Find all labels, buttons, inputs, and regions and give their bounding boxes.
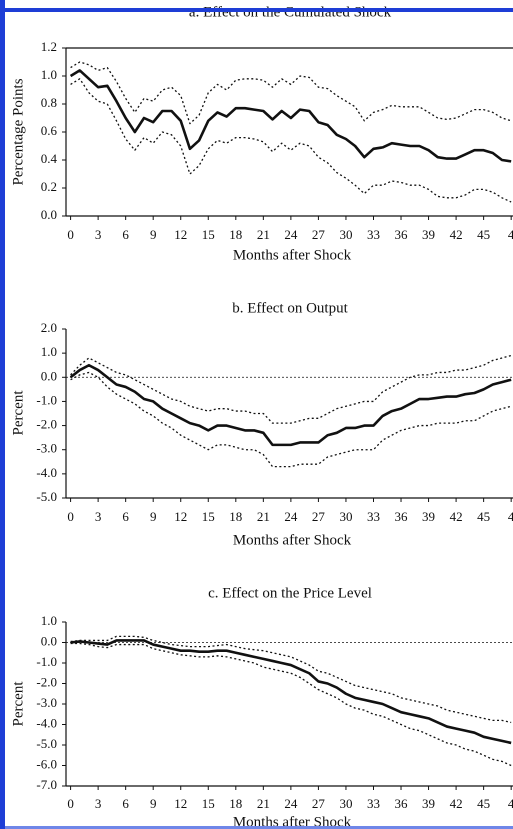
x-tick-label: 36 bbox=[395, 227, 409, 242]
x-tick-label: 4 bbox=[508, 509, 513, 524]
x-tick-label: 4 bbox=[508, 796, 513, 811]
x-tick-label: 9 bbox=[150, 227, 157, 242]
y-tick-label: -4.0 bbox=[36, 465, 57, 480]
y-tick-label: -1.0 bbox=[36, 654, 57, 669]
y-tick-label: 0.0 bbox=[41, 368, 57, 383]
y-tick-label: 1.0 bbox=[41, 344, 57, 359]
y-tick-label: -7.0 bbox=[36, 777, 57, 792]
x-tick-label: 39 bbox=[422, 796, 435, 811]
line-series bbox=[70, 642, 512, 767]
chart-title: c. Effect on the Price Level bbox=[208, 585, 372, 601]
x-tick-label: 6 bbox=[122, 227, 129, 242]
y-tick-label: 0.2 bbox=[41, 179, 57, 194]
left-border bbox=[0, 0, 5, 829]
x-tick-label: 18 bbox=[229, 796, 242, 811]
line-series bbox=[69, 363, 512, 447]
x-axis-label: Months after Shock bbox=[233, 814, 352, 829]
y-tick-label: 2.0 bbox=[41, 320, 57, 335]
chart-title: a. Effect on the Cumulated Shock bbox=[189, 4, 392, 20]
x-tick-label: 24 bbox=[284, 509, 298, 524]
x-tick-label: 12 bbox=[174, 796, 187, 811]
top-border bbox=[5, 8, 513, 12]
x-tick-label: 39 bbox=[422, 509, 435, 524]
x-tick-label: 12 bbox=[174, 227, 187, 242]
y-tick-label: 1.2 bbox=[41, 39, 57, 54]
x-tick-label: 39 bbox=[422, 227, 435, 242]
line-series bbox=[70, 61, 512, 125]
x-tick-label: 21 bbox=[257, 509, 270, 524]
x-tick-label: 9 bbox=[150, 509, 157, 524]
x-tick-label: 24 bbox=[284, 227, 298, 242]
y-tick-label: -2.0 bbox=[36, 674, 57, 689]
y-tick-label: 1.0 bbox=[41, 67, 57, 82]
x-tick-label: 18 bbox=[229, 509, 242, 524]
y-tick-label: -3.0 bbox=[36, 695, 57, 710]
x-axis-label: Months after Shock bbox=[233, 532, 352, 548]
x-tick-label: 45 bbox=[477, 509, 490, 524]
x-tick-label: 15 bbox=[202, 509, 215, 524]
x-tick-label: 45 bbox=[477, 796, 490, 811]
x-tick-label: 45 bbox=[477, 227, 490, 242]
y-tick-label: -1.0 bbox=[36, 392, 57, 407]
x-tick-label: 30 bbox=[339, 796, 352, 811]
y-axis-label: Percent bbox=[10, 390, 26, 436]
x-tick-label: 0 bbox=[67, 227, 74, 242]
x-tick-label: 15 bbox=[202, 227, 215, 242]
x-tick-label: 33 bbox=[367, 227, 380, 242]
x-tick-label: 3 bbox=[95, 509, 102, 524]
x-axis-label: Months after Shock bbox=[233, 247, 352, 263]
line-series bbox=[69, 69, 512, 163]
y-tick-label: 0.8 bbox=[41, 95, 57, 110]
y-tick-label: 0.0 bbox=[41, 207, 57, 222]
y-tick-label: -4.0 bbox=[36, 715, 57, 730]
x-tick-label: 33 bbox=[367, 796, 380, 811]
x-tick-label: 42 bbox=[450, 796, 463, 811]
x-tick-label: 27 bbox=[312, 509, 326, 524]
line-series bbox=[70, 354, 512, 424]
x-tick-label: 42 bbox=[450, 509, 463, 524]
chart-title: b. Effect on Output bbox=[232, 300, 348, 316]
line-series bbox=[70, 639, 512, 745]
x-tick-label: 0 bbox=[67, 509, 74, 524]
y-tick-label: 1.0 bbox=[41, 613, 57, 628]
y-axis-label: Percent bbox=[10, 681, 26, 727]
x-tick-label: 24 bbox=[284, 796, 298, 811]
x-tick-label: 3 bbox=[95, 796, 102, 811]
x-tick-label: 6 bbox=[122, 796, 129, 811]
y-axis-label: Percentage Points bbox=[10, 78, 26, 185]
x-tick-label: 36 bbox=[395, 796, 409, 811]
x-tick-label: 4 bbox=[508, 227, 513, 242]
x-tick-label: 15 bbox=[202, 796, 215, 811]
x-tick-label: 18 bbox=[229, 227, 242, 242]
x-tick-label: 21 bbox=[257, 796, 270, 811]
x-tick-label: 0 bbox=[67, 796, 74, 811]
x-tick-label: 27 bbox=[312, 796, 326, 811]
y-tick-label: 0.4 bbox=[41, 151, 58, 166]
x-tick-label: 42 bbox=[450, 227, 463, 242]
y-tick-label: 0.6 bbox=[41, 123, 58, 138]
y-tick-label: 0.0 bbox=[41, 633, 57, 648]
x-tick-label: 30 bbox=[339, 509, 352, 524]
line-series bbox=[70, 635, 512, 724]
x-tick-label: 21 bbox=[257, 227, 270, 242]
x-tick-label: 9 bbox=[150, 796, 157, 811]
y-tick-label: -5.0 bbox=[36, 489, 57, 504]
x-tick-label: 27 bbox=[312, 227, 326, 242]
x-tick-label: 30 bbox=[339, 227, 352, 242]
y-tick-label: -3.0 bbox=[36, 441, 57, 456]
x-tick-label: 3 bbox=[95, 227, 102, 242]
x-tick-label: 12 bbox=[174, 509, 187, 524]
x-tick-label: 33 bbox=[367, 509, 380, 524]
bottom-border bbox=[5, 826, 513, 829]
y-tick-label: -2.0 bbox=[36, 417, 57, 432]
y-tick-label: -5.0 bbox=[36, 736, 57, 751]
x-tick-label: 36 bbox=[395, 509, 409, 524]
x-tick-label: 6 bbox=[122, 509, 129, 524]
y-tick-label: -6.0 bbox=[36, 756, 57, 771]
